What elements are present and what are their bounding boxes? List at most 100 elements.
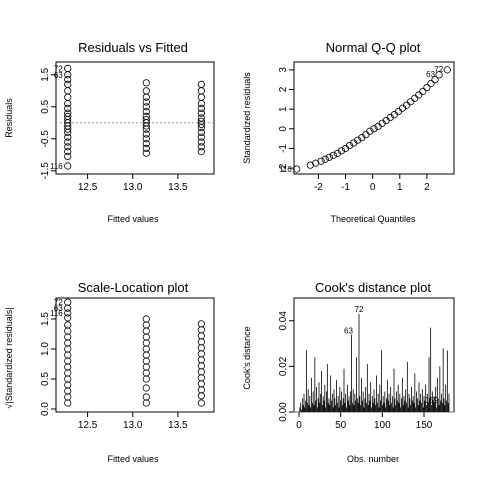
residuals-vs-fitted-point-label: 116 [50, 162, 63, 171]
residuals-vs-fitted-point [64, 152, 72, 160]
normal-qq-point [325, 153, 333, 161]
residuals-vs-fitted-point-label: 72 [54, 64, 63, 73]
normal-qq-xtick-label: -2 [314, 182, 323, 193]
normal-qq-xtick-label: 0 [370, 182, 376, 193]
normal-qq-ytick-label: 1 [278, 106, 289, 112]
residuals-vs-fitted-point [197, 138, 205, 146]
scale-location-point-label: 116 [50, 309, 63, 318]
scale-location-point [64, 309, 72, 317]
cooks-distance-x-axis: 0 50 100 150 [296, 412, 433, 431]
residuals-vs-fitted-panel: Residuals vs Fitted Fitted values Residu… [4, 40, 215, 224]
residuals-vs-fitted-point [197, 143, 205, 151]
cooks-distance-xtick-label: 50 [335, 420, 347, 431]
normal-qq-point [317, 157, 325, 165]
scale-location-ytick-label: 1.5 [40, 312, 51, 326]
normal-qq-xtick-label: 2 [424, 182, 430, 193]
normal-qq-ylabel: Standardized residuals [242, 72, 252, 164]
scale-location-xtick-label: 13.5 [168, 420, 188, 431]
scale-location-point [142, 375, 150, 383]
normal-qq-point [354, 136, 362, 144]
residuals-vs-fitted-ytick-label: -0.5 [40, 130, 51, 148]
scale-location-point [197, 392, 205, 400]
residuals-vs-fitted-xlabel: Fitted values [107, 214, 159, 224]
normal-qq-point [423, 83, 431, 92]
scale-location-point-label: 72 [54, 298, 63, 307]
scale-location-xlabel: Fitted values [107, 454, 159, 464]
normal-qq-point [443, 66, 451, 74]
normal-qq-ytick-label: 2 [278, 86, 289, 92]
normal-qq-xtick-label: 1 [397, 182, 403, 193]
scale-location-ytick-label: 1.0 [40, 342, 51, 356]
residuals-vs-fitted-point [64, 128, 72, 136]
cooks-distance-panel: Cook's distance plot Obs. number Cook's … [242, 280, 455, 464]
residuals-vs-fitted-ytick-label: -1.5 [40, 162, 51, 180]
scale-location-ytick-label: 0.5 [40, 372, 51, 386]
cooks-distance-xlabel: Obs. number [347, 454, 399, 464]
residuals-vs-fitted-point [197, 120, 205, 129]
scale-location-point [142, 399, 150, 407]
scale-location-point [142, 384, 150, 392]
cooks-distance-title: Cook's distance plot [315, 280, 431, 295]
residuals-vs-fitted-point [142, 135, 150, 143]
residuals-vs-fitted-point [197, 109, 205, 117]
normal-qq-point [427, 80, 435, 88]
normal-qq-point [419, 87, 427, 96]
residuals-vs-fitted-ylabel: Residuals [4, 98, 14, 138]
residuals-vs-fitted-point [142, 79, 150, 87]
normal-qq-y-axis: -2 -1 0 1 2 3 [278, 67, 294, 173]
normal-qq-ytick-label: 3 [278, 67, 289, 73]
cooks-distance-point-label: 159 [425, 396, 439, 405]
residuals-vs-fitted-xtick-label: 12.5 [78, 182, 98, 193]
residuals-vs-fitted-point [64, 143, 72, 151]
normal-qq-point [370, 125, 378, 133]
residuals-vs-fitted-ytick-label: 0.5 [40, 99, 51, 113]
normal-qq-plot-frame [293, 61, 455, 175]
scale-location-point [64, 304, 72, 312]
scale-location-point [64, 314, 72, 322]
cooks-distance-point-label: 72 [355, 305, 364, 314]
scale-location-point [64, 399, 72, 407]
scale-location-title: Scale-Location plot [78, 280, 189, 295]
residuals-vs-fitted-point [142, 93, 150, 101]
residuals-vs-fitted-ytick-label: 1.5 [40, 67, 51, 81]
residuals-vs-fitted-y-axis: -1.5 -0.5 0.5 1.5 [40, 67, 56, 179]
normal-qq-ytick-label: 0 [278, 126, 289, 132]
cooks-distance-point-label: 63 [344, 326, 353, 335]
normal-qq-point-label: 72 [434, 65, 443, 74]
residuals-vs-fitted-point-label: 63 [54, 71, 63, 80]
residuals-vs-fitted-point [64, 133, 72, 141]
residuals-vs-fitted-point [64, 138, 72, 146]
residuals-vs-fitted-point [64, 71, 72, 79]
residuals-vs-fitted-point [142, 108, 150, 116]
residuals-vs-fitted-point [64, 76, 72, 84]
normal-qq-point-label: 63 [426, 70, 435, 79]
normal-qq-ytick-label: -2 [278, 163, 289, 172]
normal-qq-point [431, 76, 439, 84]
scale-location-point [197, 399, 205, 407]
normal-qq-title: Normal Q-Q plot [326, 40, 421, 55]
normal-qq-point [435, 71, 443, 79]
normal-qq-panel: Normal Q-Q plot Theoretical Quantiles St… [242, 40, 455, 224]
residuals-vs-fitted-xtick-label: 13.5 [168, 182, 188, 193]
residuals-vs-fitted-title: Residuals vs Fitted [78, 40, 188, 55]
normal-qq-xtick-label: -1 [341, 182, 350, 193]
cooks-distance-ylabel: Cook's distance [242, 326, 252, 389]
scale-location-xtick-label: 12.5 [78, 420, 98, 431]
normal-qq-point [337, 147, 346, 155]
residuals-vs-fitted-point [64, 162, 72, 170]
normal-qq-point [333, 149, 341, 157]
normal-qq-xlabel: Theoretical Quantiles [330, 214, 416, 224]
cooks-distance-point-labels: 63 72 159 [344, 305, 439, 405]
residuals-vs-fitted-point [142, 130, 150, 138]
scale-location-y-axis: 0.0 0.5 1.0 1.5 [40, 312, 56, 416]
residuals-vs-fitted-point [142, 98, 150, 106]
cooks-distance-xtick-label: 0 [296, 420, 302, 431]
normal-qq-point [293, 165, 301, 173]
scale-location-xtick-label: 13.0 [123, 420, 143, 431]
residuals-vs-fitted-xtick-label: 13.0 [123, 182, 143, 193]
residuals-vs-fitted-point [197, 104, 205, 113]
